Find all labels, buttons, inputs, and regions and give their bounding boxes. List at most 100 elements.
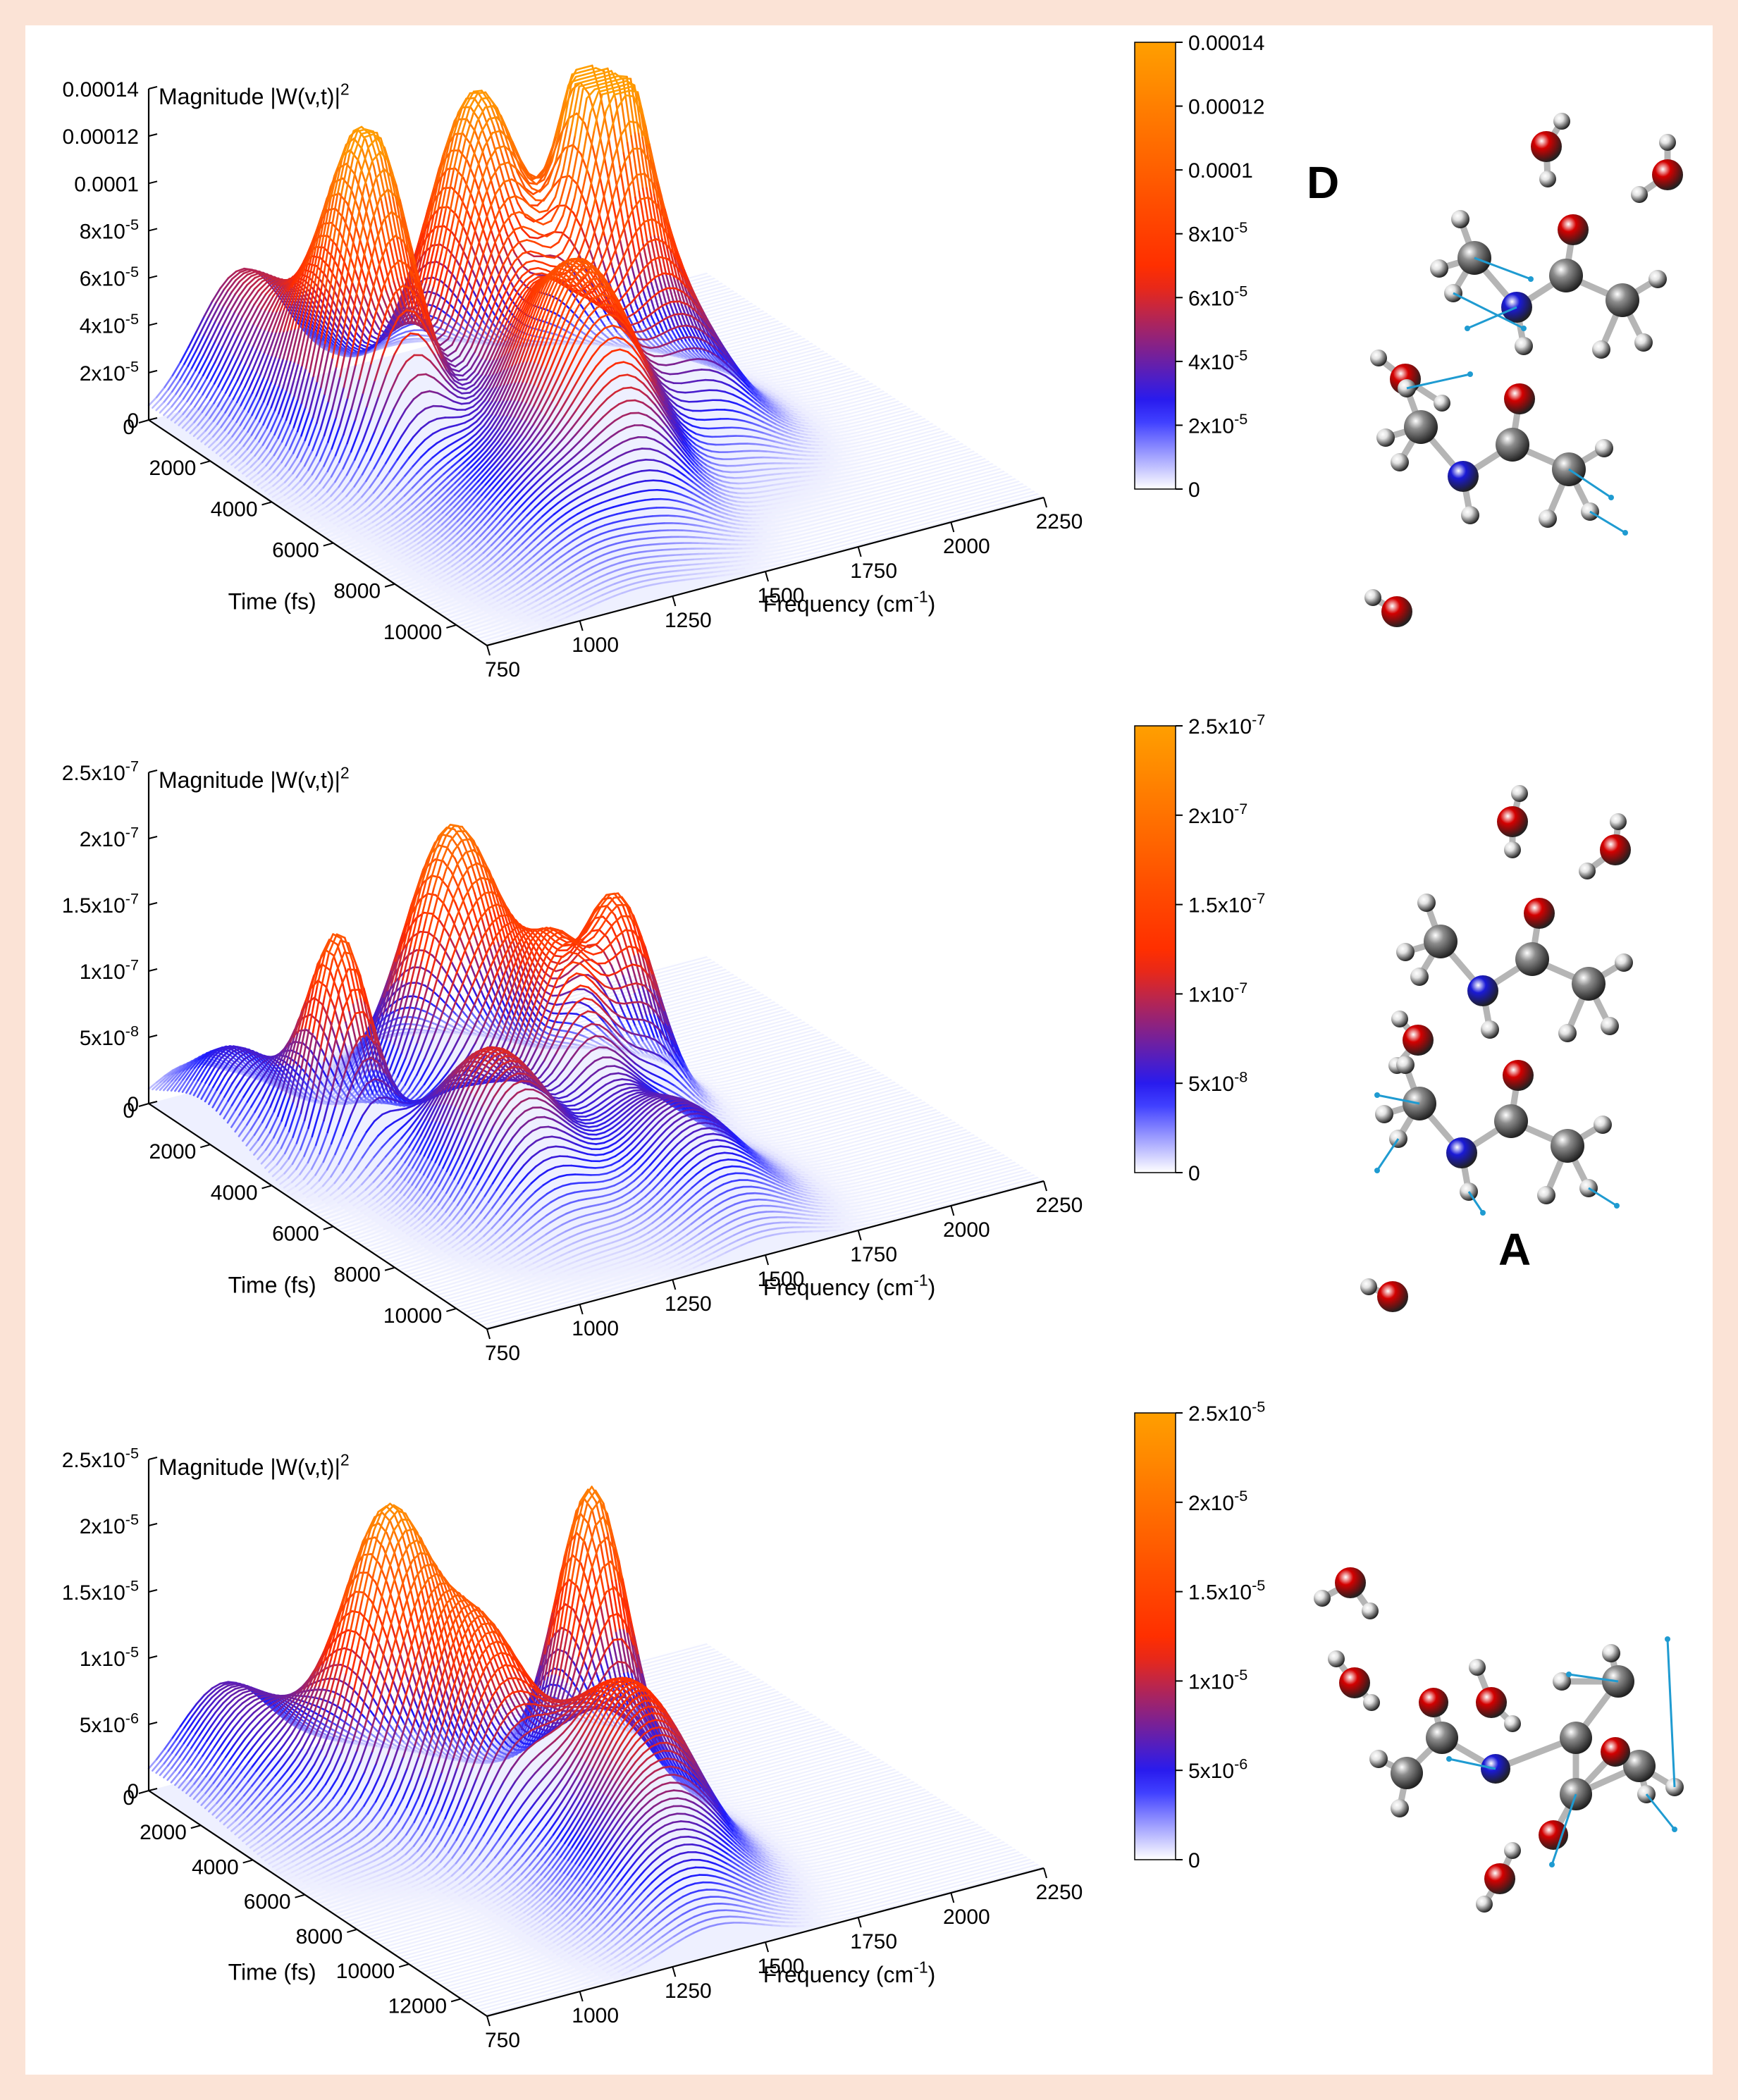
surface-trace-segment	[534, 220, 545, 226]
surface-trace-segment	[541, 211, 551, 220]
surface-trace-segment	[228, 357, 239, 376]
surface-trace-segment	[696, 378, 707, 382]
surface-trace-segment	[839, 438, 849, 442]
surface-trace-segment	[228, 379, 239, 397]
surface-trace-segment	[558, 340, 569, 343]
surface-trace-segment	[630, 135, 641, 193]
surface-trace-segment	[710, 295, 721, 299]
surface-trace-segment	[240, 388, 250, 407]
surface-trace-segment	[583, 64, 593, 69]
surface-trace-segment	[239, 411, 249, 426]
surface-trace-segment	[414, 231, 424, 267]
surface-trace-segment	[246, 271, 257, 276]
surface-trace-segment	[823, 433, 834, 437]
surface-trace-segment	[711, 288, 722, 292]
surface-trace-segment	[405, 338, 416, 341]
surface-trace-segment	[313, 314, 323, 328]
surface-trace-segment	[732, 324, 743, 329]
surface-trace-segment	[207, 319, 217, 338]
surface-trace-segment	[734, 361, 744, 365]
surface-trace-segment	[764, 316, 775, 321]
surface-trace-segment	[830, 446, 841, 450]
surface-trace-segment	[719, 435, 729, 438]
surface-trace-segment	[725, 305, 736, 309]
surface-trace-segment	[210, 342, 221, 362]
surface-trace-segment	[779, 384, 790, 388]
surface-trace-segment	[255, 351, 266, 373]
surface-trace-segment	[793, 476, 803, 478]
surface-trace-segment	[261, 283, 271, 294]
surface-trace-segment	[460, 402, 471, 405]
surface-trace-segment	[723, 409, 734, 412]
surface-trace-segment	[748, 320, 758, 325]
surface-trace-segment	[224, 397, 235, 414]
surface-trace-segment	[280, 278, 290, 287]
surface-trace-segment	[464, 338, 475, 343]
surface-trace-segment	[218, 290, 229, 305]
surface-trace-segment	[499, 161, 510, 166]
surface-trace-segment	[195, 354, 205, 371]
surface-trace-segment	[593, 339, 603, 345]
surface-trace-segment	[183, 367, 193, 383]
surface-trace-segment	[768, 383, 778, 385]
surface-trace-segment	[227, 421, 238, 435]
surface-trace-segment	[685, 347, 696, 350]
surface-trace-segment	[665, 363, 675, 366]
surface-trace-segment	[189, 424, 199, 435]
surface-trace-segment	[460, 333, 471, 340]
surface-trace-segment	[825, 457, 836, 460]
surface-trace-segment	[217, 348, 228, 366]
surface-trace-segment	[252, 307, 263, 326]
surface-trace-segment	[533, 272, 543, 276]
surface-trace-segment	[244, 368, 254, 388]
surface-trace-segment	[585, 266, 596, 269]
surface-trace-segment	[696, 271, 707, 276]
surface-trace-segment	[772, 483, 783, 486]
surface-trace-segment	[693, 347, 703, 350]
surface-trace-segment	[584, 321, 594, 326]
surface-trace-segment	[250, 272, 261, 278]
surface-trace-segment	[182, 402, 192, 416]
surface-trace-segment	[801, 416, 811, 419]
surface-trace-segment	[220, 395, 230, 411]
surface-trace-segment	[239, 268, 249, 273]
surface-trace-segment	[809, 404, 820, 407]
surface-trace-segment	[813, 462, 824, 464]
surface-trace-segment	[806, 447, 817, 450]
surface-trace-segment	[689, 273, 699, 278]
surface-trace-segment	[713, 319, 723, 323]
surface-trace-segment	[529, 266, 539, 271]
surface-trace-segment	[242, 285, 252, 299]
surface-trace-segment	[204, 420, 215, 432]
surface-trace-segment	[541, 292, 552, 297]
surface-trace-segment	[248, 325, 259, 345]
surface-trace-segment	[297, 308, 308, 323]
surface-trace-segment	[675, 294, 686, 299]
surface-trace-segment	[613, 85, 624, 89]
surface-trace-segment	[703, 435, 713, 438]
surface-trace-segment	[422, 197, 433, 233]
surface-trace-segment	[720, 399, 730, 402]
surface-trace-segment	[185, 421, 195, 432]
surface-trace-segment	[209, 405, 219, 419]
surface-trace-segment	[197, 377, 208, 393]
surface-trace-segment	[775, 388, 786, 390]
surface-trace-segment	[245, 304, 255, 321]
surface-trace-segment	[704, 276, 714, 280]
surface-trace-segment	[377, 342, 388, 349]
surface-trace-segment	[724, 326, 734, 331]
surface-trace-segment	[546, 256, 556, 259]
surface-trace-segment	[813, 477, 823, 481]
surface-trace-segment	[662, 272, 673, 276]
surface-trace-segment	[649, 345, 660, 350]
surface-trace-segment	[695, 292, 705, 297]
surface-trace-segment	[620, 302, 631, 306]
surface-trace-segment	[737, 313, 747, 317]
surface-trace-segment	[476, 91, 487, 94]
surface-trace-segment	[804, 478, 815, 482]
surface-trace-segment	[197, 396, 208, 411]
surface-trace-segment	[741, 301, 752, 305]
surface-trace-segment	[355, 331, 366, 343]
surface-trace-segment	[822, 454, 832, 457]
surface-trace-segment	[222, 309, 233, 326]
